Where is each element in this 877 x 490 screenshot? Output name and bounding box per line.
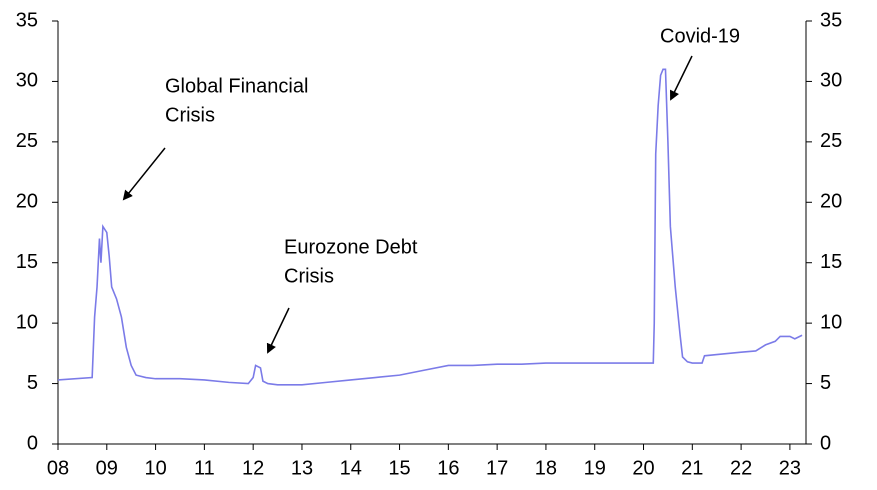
x-tick-label: 16	[437, 457, 459, 479]
y2-tick-label: 35	[820, 9, 842, 31]
arrow	[122, 147, 166, 201]
y-tick-label: 10	[16, 311, 38, 333]
y2-tick-label: 20	[820, 191, 842, 213]
y-tick-label: 15	[16, 251, 38, 273]
annotation: Crisis	[165, 104, 215, 126]
x-tick-label: 19	[584, 457, 606, 479]
y-tick-label: 5	[27, 372, 38, 394]
x-tick-label: 22	[730, 457, 752, 479]
x-tick-label: 18	[535, 457, 557, 479]
annotation: Crisis	[284, 265, 334, 287]
data-line	[57, 68, 803, 386]
x-tick-label: 09	[96, 457, 118, 479]
x-tick-label: 23	[779, 457, 801, 479]
arrows	[122, 55, 693, 354]
y-tick-label: 30	[16, 70, 38, 92]
annotation: Eurozone Debt	[284, 236, 418, 258]
y-tick-label: 0	[27, 432, 38, 454]
y-tick-label: 35	[16, 9, 38, 31]
x-tick-label: 10	[144, 457, 166, 479]
x-tick-label: 12	[242, 457, 264, 479]
x-tick-label: 15	[388, 457, 410, 479]
y-tick-label: 25	[16, 130, 38, 152]
y2-tick-label: 15	[820, 251, 842, 273]
y2-tick-label: 30	[820, 70, 842, 92]
y2-tick-label: 10	[820, 311, 842, 333]
x-tick-label: 13	[291, 457, 313, 479]
y2-tick-label: 0	[820, 432, 831, 454]
arrow	[670, 55, 693, 101]
y2-tick-label: 25	[820, 130, 842, 152]
x-tick-label: 14	[340, 457, 362, 479]
annotation: Global Financial	[165, 75, 308, 97]
x-tick-label: 08	[47, 457, 69, 479]
x-tick-label: 11	[194, 457, 215, 479]
y2-tick-label: 5	[820, 372, 831, 394]
x-tick-label: 21	[681, 457, 703, 479]
x-tick-label: 20	[632, 457, 654, 479]
arrow	[266, 307, 290, 354]
x-tick-label: 17	[486, 457, 508, 479]
y-tick-label: 20	[16, 191, 38, 213]
annotation: Covid-19	[660, 25, 740, 47]
